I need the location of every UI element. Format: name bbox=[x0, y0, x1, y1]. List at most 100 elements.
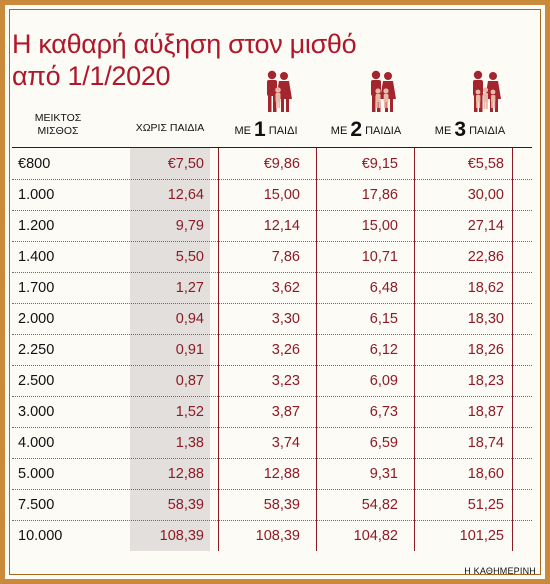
salary-header-line-2: ΜΙΣΘΟΣ bbox=[37, 125, 79, 137]
title-line-2: από 1/1/2020 bbox=[12, 61, 171, 91]
net-increase-cell-3-children: 51,25 bbox=[467, 497, 504, 513]
net-increase-cell-3-children: 22,86 bbox=[467, 249, 504, 265]
net-increase-cell-no-children: 5,50 bbox=[175, 249, 204, 265]
salary-header-line-1: ΜΕΙΚΤΟΣ bbox=[34, 112, 82, 124]
column-header-suffix: ΠΑΙΔΙΑ bbox=[362, 125, 402, 137]
net-increase-cell-1-child: 108,39 bbox=[255, 528, 300, 544]
gross-salary-cell: 2.500 bbox=[18, 373, 55, 389]
net-increase-cell-no-children: 58,39 bbox=[167, 497, 204, 513]
row-divider bbox=[12, 210, 532, 211]
gross-salary-cell: 10.000 bbox=[18, 528, 63, 544]
row-divider bbox=[12, 303, 532, 304]
net-increase-cell-3-children: 18,60 bbox=[467, 466, 504, 482]
source-credit: Η ΚΑΘΗΜΕΡΙΝΗ bbox=[464, 566, 536, 576]
family-2-children-icon bbox=[371, 70, 396, 112]
column-header-prefix: ΜΕ bbox=[434, 125, 455, 137]
row-divider bbox=[12, 520, 532, 521]
net-increase-cell-3-children: 27,14 bbox=[467, 218, 504, 234]
column-header-prefix: ΜΕ bbox=[330, 125, 351, 137]
row-divider bbox=[12, 396, 532, 397]
net-increase-cell-no-children: 12,88 bbox=[167, 466, 204, 482]
row-divider bbox=[12, 427, 532, 428]
net-increase-cell-2-children: 10,71 bbox=[361, 249, 398, 265]
gross-salary-cell: 1.200 bbox=[18, 218, 55, 234]
column-header-3-children: ΜΕ 3 ΠΑΙΔΙΑ bbox=[420, 118, 520, 142]
net-increase-cell-3-children: 18,87 bbox=[467, 404, 504, 420]
gross-salary-cell: 7.500 bbox=[18, 497, 55, 513]
row-divider bbox=[12, 272, 532, 273]
net-increase-cell-no-children: 1,27 bbox=[175, 280, 204, 296]
gross-salary-cell: 1.000 bbox=[18, 187, 55, 203]
chart-title: Η καθαρή αύξηση στον μισθό από 1/1/2020 bbox=[12, 28, 357, 92]
net-increase-cell-2-children: 6,15 bbox=[369, 311, 398, 327]
gross-salary-cell: 1.700 bbox=[18, 280, 55, 296]
row-divider bbox=[12, 179, 532, 180]
net-increase-cell-no-children: 1,38 bbox=[175, 435, 204, 451]
column-header-number: 3 bbox=[454, 118, 467, 141]
net-increase-cell-3-children: 18,30 bbox=[467, 311, 504, 327]
net-increase-cell-1-child: 3,23 bbox=[271, 373, 300, 389]
net-increase-cell-1-child: 3,30 bbox=[271, 311, 300, 327]
net-increase-cell-2-children: 9,31 bbox=[369, 466, 398, 482]
net-increase-cell-3-children: 30,00 bbox=[467, 187, 504, 203]
net-increase-cell-3-children: 101,25 bbox=[459, 528, 504, 544]
net-increase-cell-2-children: 54,82 bbox=[361, 497, 398, 513]
net-increase-cell-no-children: 12,64 bbox=[167, 187, 204, 203]
column-header-suffix: ΠΑΙΔΙ bbox=[265, 125, 298, 137]
net-increase-cell-2-children: 104,82 bbox=[353, 528, 398, 544]
column-header-prefix: ΜΕ bbox=[234, 125, 255, 137]
salary-header: ΜΕΙΚΤΟΣ ΜΙΣΘΟΣ bbox=[18, 112, 98, 138]
column-header-no-children: ΧΩΡΙΣ ΠΑΙΔΙΑ bbox=[135, 122, 205, 134]
net-increase-cell-no-children: 0,91 bbox=[175, 342, 204, 358]
net-increase-cell-2-children: 17,86 bbox=[361, 187, 398, 203]
net-increase-cell-1-child: 12,14 bbox=[263, 218, 300, 234]
row-divider bbox=[12, 334, 532, 335]
net-increase-cell-3-children: 18,74 bbox=[467, 435, 504, 451]
gross-salary-cell: 4.000 bbox=[18, 435, 55, 451]
column-separator bbox=[414, 148, 415, 551]
net-increase-cell-no-children: 0,87 bbox=[175, 373, 204, 389]
net-increase-cell-2-children: €9,15 bbox=[361, 156, 398, 172]
net-increase-cell-no-children: 108,39 bbox=[159, 528, 204, 544]
column-separator bbox=[316, 148, 317, 551]
column-header-2-children: ΜΕ 2 ΠΑΙΔΙΑ bbox=[318, 118, 414, 142]
net-increase-cell-1-child: 58,39 bbox=[263, 497, 300, 513]
header-rule bbox=[12, 147, 532, 148]
net-increase-cell-2-children: 15,00 bbox=[361, 218, 398, 234]
column-header-number: 2 bbox=[350, 118, 363, 141]
net-increase-cell-no-children: 0,94 bbox=[175, 311, 204, 327]
net-increase-cell-1-child: 3,74 bbox=[271, 435, 300, 451]
row-divider bbox=[12, 241, 532, 242]
frame-inner-border bbox=[9, 9, 541, 575]
gross-salary-cell: 2.000 bbox=[18, 311, 55, 327]
net-increase-cell-2-children: 6,73 bbox=[369, 404, 398, 420]
net-increase-cell-2-children: 6,12 bbox=[369, 342, 398, 358]
gross-salary-cell: 5.000 bbox=[18, 466, 55, 482]
column-header-suffix: ΠΑΙΔΙΑ bbox=[466, 125, 506, 137]
net-increase-cell-no-children: 9,79 bbox=[175, 218, 204, 234]
net-increase-cell-no-children: €7,50 bbox=[167, 156, 204, 172]
row-divider bbox=[12, 365, 532, 366]
gross-salary-cell: €800 bbox=[18, 156, 51, 172]
family-3-children-icon bbox=[473, 70, 501, 112]
net-increase-cell-1-child: 3,87 bbox=[271, 404, 300, 420]
net-increase-cell-3-children: 18,62 bbox=[467, 280, 504, 296]
family-1-child-icon bbox=[267, 70, 292, 112]
net-increase-cell-1-child: €9,86 bbox=[263, 156, 300, 172]
net-increase-cell-3-children: €5,58 bbox=[467, 156, 504, 172]
net-increase-cell-3-children: 18,23 bbox=[467, 373, 504, 389]
net-increase-cell-no-children: 1,52 bbox=[175, 404, 204, 420]
column-separator bbox=[512, 148, 513, 551]
net-increase-cell-1-child: 3,26 bbox=[271, 342, 300, 358]
net-increase-cell-1-child: 3,62 bbox=[271, 280, 300, 296]
column-separator bbox=[218, 148, 219, 551]
column-header-1-child: ΜΕ 1 ΠΑΙΔΙ bbox=[226, 118, 306, 142]
net-increase-cell-1-child: 15,00 bbox=[263, 187, 300, 203]
net-increase-cell-1-child: 7,86 bbox=[271, 249, 300, 265]
row-divider bbox=[12, 458, 532, 459]
net-increase-cell-2-children: 6,09 bbox=[369, 373, 398, 389]
net-increase-cell-2-children: 6,48 bbox=[369, 280, 398, 296]
gross-salary-cell: 2.250 bbox=[18, 342, 55, 358]
column-header-number: 1 bbox=[254, 118, 266, 141]
no-children-column-shade bbox=[130, 148, 210, 551]
